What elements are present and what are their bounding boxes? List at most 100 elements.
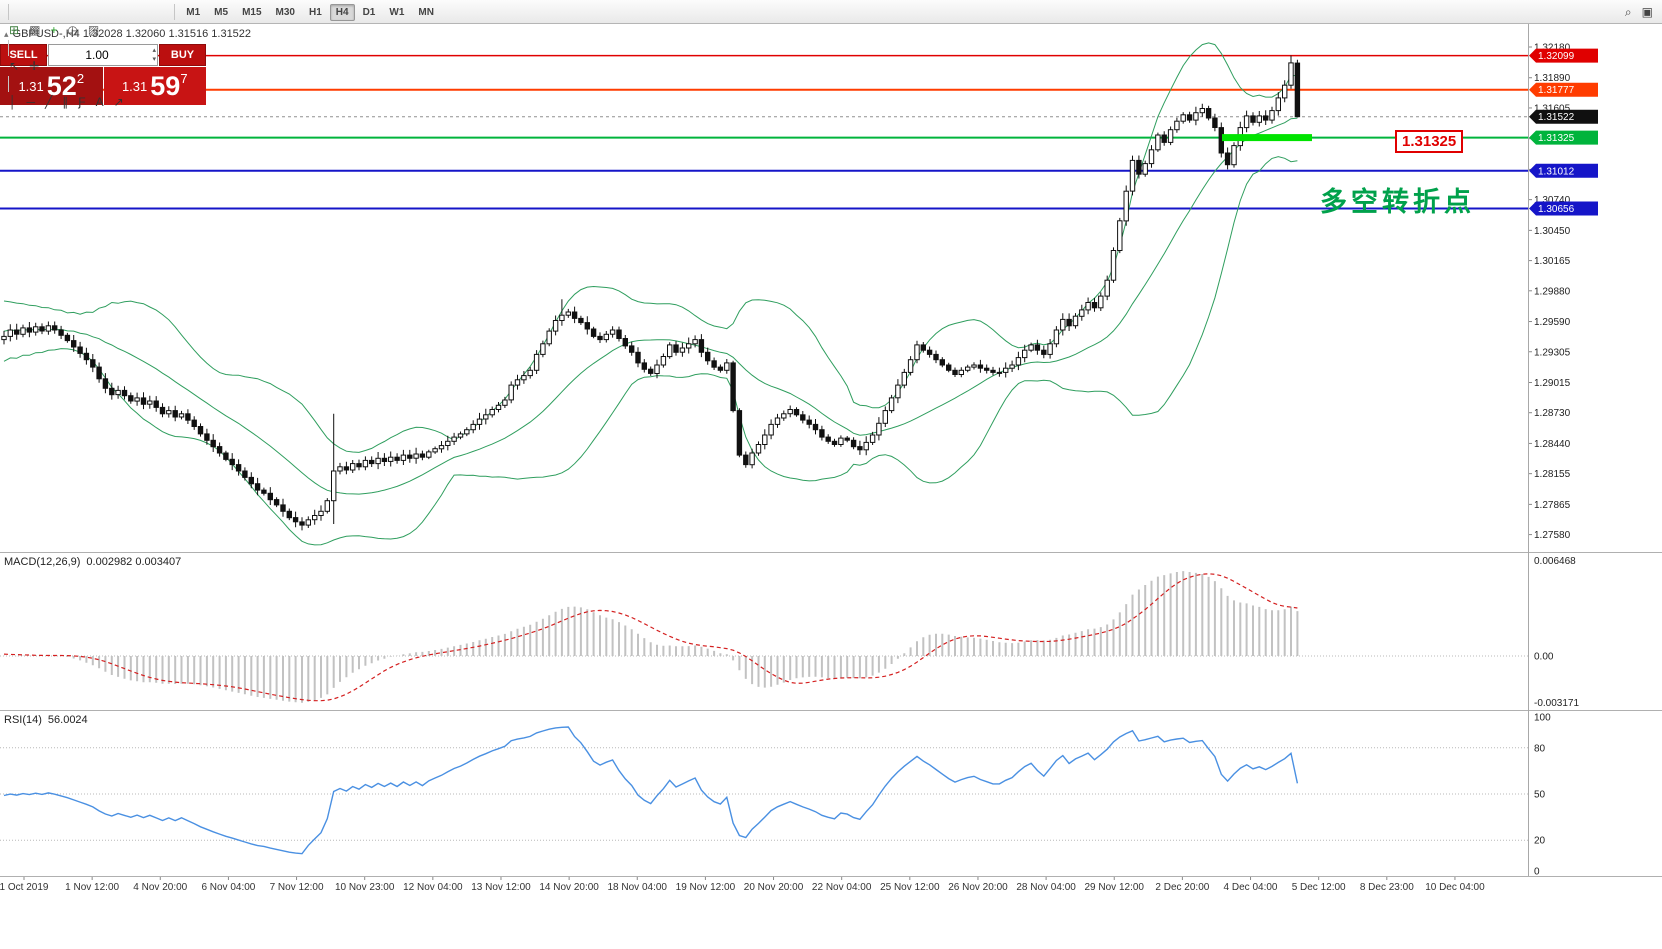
volume-stepper[interactable]: ▴ ▾ (48, 44, 158, 66)
time-axis-label: 13 Nov 12:00 (471, 882, 531, 893)
price-tag[interactable] (1529, 201, 1598, 216)
candle (96, 366, 102, 380)
rsi-pane (0, 726, 1528, 855)
cascade-windows-button[interactable]: ▩ (24, 20, 45, 40)
sell-button[interactable]: SELL (0, 44, 47, 66)
price-axis-label: 1.32180 (1534, 43, 1571, 54)
price-tag[interactable] (1529, 130, 1598, 145)
templates-button[interactable]: ▨ (83, 20, 104, 40)
candle (1098, 295, 1104, 309)
vertical-line-button[interactable]: │ (4, 92, 22, 112)
rsi-scale-label: 0 (1534, 867, 1540, 878)
toolbar-group-zoom: ⊕⊖ (4, 0, 170, 4)
periods-button[interactable]: ◷ (62, 20, 82, 40)
price-axis-label: 1.28730 (1534, 408, 1571, 419)
crosshair-button[interactable]: ✛ (24, 56, 44, 76)
candle (1205, 108, 1212, 119)
zoom-in-button[interactable]: ⊕ (4, 0, 24, 4)
turning-point-annotation[interactable]: 多空转折点 (1320, 187, 1475, 217)
candle (1053, 329, 1060, 345)
candle (254, 483, 261, 491)
candle (857, 446, 863, 451)
timeframe-button-h4[interactable]: H4 (329, 4, 355, 21)
candle (140, 397, 147, 405)
price-tag-label: 1.32099 (1538, 51, 1575, 62)
rsi-scale-label: 20 (1534, 836, 1546, 847)
candle (134, 397, 140, 402)
one-click-collapse-icon[interactable]: ▴ (4, 28, 9, 39)
candle (622, 338, 628, 347)
sell-price-button[interactable]: 1.31 52 2 (0, 67, 103, 105)
candle (984, 367, 990, 371)
candle (248, 476, 255, 485)
timeframe-button-d1[interactable]: D1 (357, 4, 382, 21)
candle (971, 364, 977, 368)
candle (413, 453, 419, 459)
candle (692, 339, 698, 345)
trendline-button[interactable]: ╱ (40, 92, 57, 112)
channel-button[interactable]: ∥ (57, 92, 73, 112)
price-tag[interactable] (1529, 109, 1598, 124)
toolbar-separator (174, 3, 176, 20)
macd-signal-line (3, 573, 1298, 702)
candle (965, 366, 971, 371)
support-price-label[interactable]: 1.31325 (1395, 130, 1464, 153)
candle (1282, 84, 1288, 99)
one-click-trading-panel: SELL ▴ ▾ BUY 1.31 52 2 1.31 59 7 (0, 44, 206, 105)
candle (705, 351, 711, 362)
price-tag[interactable] (1529, 82, 1598, 97)
price-tag-label: 1.31777 (1538, 85, 1575, 96)
timeframe-button-h1[interactable]: H1 (303, 4, 328, 21)
candle (1129, 159, 1136, 192)
search-button[interactable]: ⌕ (1620, 2, 1637, 22)
fibonacci-button[interactable]: Ƒ (73, 92, 90, 112)
timeframe-button-m5[interactable]: M5 (208, 4, 234, 21)
zoom-out-button[interactable]: ⊖ (24, 0, 44, 4)
indicators-plus-icon: + (50, 22, 58, 37)
time-axis-label: 4 Dec 04:00 (1224, 882, 1278, 893)
volume-up-icon[interactable]: ▴ (152, 47, 156, 54)
buy-price-main: 1.31 (121, 78, 148, 94)
price-axis-label: 1.28155 (1534, 469, 1571, 480)
windows-button[interactable]: ▣ (1637, 2, 1658, 22)
candle (660, 356, 667, 366)
price-axis[interactable]: 1.321801.318901.316051.313151.310251.307… (1528, 43, 1598, 878)
timeframe-button-m1[interactable]: M1 (180, 4, 206, 21)
timeframe-button-m30[interactable]: M30 (270, 4, 301, 21)
candle (730, 362, 736, 412)
candle (77, 346, 83, 354)
price-tag[interactable] (1529, 48, 1598, 63)
candle (20, 327, 26, 335)
sell-price-sup: 2 (76, 71, 85, 86)
candle (470, 423, 476, 431)
volume-down-icon[interactable]: ▾ (152, 56, 156, 64)
candle (58, 329, 64, 336)
buy-button[interactable]: BUY (159, 44, 206, 66)
time-axis[interactable]: 1 Oct 2019 1 Nov 12:00 4 Nov 20:00 6 Nov 04… (0, 876, 1485, 893)
buy-price-big: 59 (150, 70, 181, 101)
support-highlight-segment[interactable] (1222, 134, 1312, 142)
macd-scale-label: -0.003171 (1534, 698, 1579, 709)
candle (559, 314, 565, 322)
price-tag[interactable] (1529, 163, 1598, 178)
candle (292, 517, 299, 523)
candle (762, 434, 768, 445)
indicators-button[interactable]: + (45, 20, 62, 40)
cursor-button[interactable]: ↖ (4, 56, 24, 76)
candle (299, 521, 305, 526)
arrows-button[interactable]: ↗ (109, 92, 129, 112)
tile-windows-button[interactable]: ⊞ (4, 20, 24, 40)
timeframe-button-m15[interactable]: M15 (236, 4, 267, 21)
candle (819, 429, 825, 438)
volume-input[interactable] (49, 45, 157, 65)
channel-icon: ∥ (62, 94, 69, 109)
candle (863, 441, 869, 451)
volume-spinner: ▴ ▾ (152, 46, 156, 64)
timeframe-button-w1[interactable]: W1 (383, 4, 410, 21)
horizontal-line-button[interactable]: ─ (22, 92, 41, 112)
buy-price-button[interactable]: 1.31 59 7 (103, 67, 206, 105)
text-button[interactable]: A (91, 92, 109, 112)
candle (1117, 220, 1123, 252)
timeframe-button-mn[interactable]: MN (412, 4, 440, 21)
